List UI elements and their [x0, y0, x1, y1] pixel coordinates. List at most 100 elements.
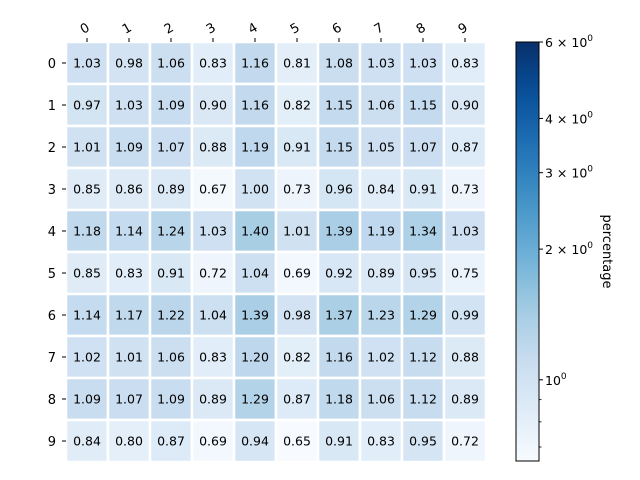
- cell-value-label: 1.09: [157, 98, 185, 113]
- heatmap-cell: [400, 82, 446, 128]
- cell-value-label: 0.91: [283, 140, 311, 155]
- cell-value-label: 1.39: [325, 224, 353, 239]
- y-tick-label: 0: [48, 57, 56, 72]
- cell-value-label: 0.88: [199, 140, 227, 155]
- cell-value-label: 1.03: [199, 224, 227, 239]
- heatmap-cell: [358, 376, 404, 422]
- cell-value-label: 0.69: [199, 434, 227, 449]
- cell-value-label: 1.01: [115, 350, 143, 365]
- cell-value-label: 1.01: [73, 140, 101, 155]
- cell-value-label: 1.06: [367, 392, 395, 407]
- cell-value-label: 0.69: [283, 266, 311, 281]
- cell-value-label: 0.98: [283, 308, 311, 323]
- cell-value-label: 1.24: [157, 224, 185, 239]
- cell-value-label: 0.73: [451, 182, 479, 197]
- cell-value-label: 0.80: [115, 434, 143, 449]
- heatmap-cell: [106, 334, 152, 380]
- cell-value-label: 1.16: [241, 56, 269, 71]
- cell-value-label: 1.17: [115, 308, 143, 323]
- y-tick-label: 3: [48, 183, 56, 198]
- cell-value-label: 0.83: [115, 266, 143, 281]
- heatmap-cell: [358, 40, 404, 86]
- cell-value-label: 0.90: [199, 98, 227, 113]
- cell-value-label: 0.87: [451, 140, 479, 155]
- cell-value-label: 1.07: [409, 140, 437, 155]
- cell-value-label: 1.15: [409, 98, 437, 113]
- colorbar: 100 2 × 100 3 × 100 4 × 100 6 × 100 percentag…: [515, 34, 614, 462]
- heatmap-cell: [106, 376, 152, 422]
- cell-value-label: 1.03: [367, 56, 395, 71]
- y-tick-label: 4: [48, 225, 56, 240]
- heatmap-cell: [316, 418, 362, 464]
- cell-value-label: 0.72: [451, 434, 479, 449]
- heatmap-cell: [442, 124, 488, 170]
- cell-value-label: 1.03: [73, 56, 101, 71]
- heatmap-cell: [148, 124, 194, 170]
- x-tick-label: 9: [456, 20, 471, 37]
- heatmap-cell: [442, 292, 488, 338]
- y-tick-label: 7: [48, 351, 56, 366]
- cell-value-label: 0.67: [199, 182, 227, 197]
- y-tick-label: 6: [48, 309, 56, 324]
- cell-value-label: 1.19: [241, 140, 269, 155]
- colorbar-gradient: [515, 41, 540, 462]
- cell-value-label: 1.09: [115, 140, 143, 155]
- cell-value-label: 0.97: [73, 98, 101, 113]
- cell-value-label: 1.22: [157, 308, 185, 323]
- heatmap-cells: [64, 40, 488, 464]
- colorbar-tick-label: 3 × 100: [545, 165, 593, 181]
- cell-value-label: 0.89: [199, 392, 227, 407]
- cell-value-label: 1.09: [73, 392, 101, 407]
- cell-value-label: 0.96: [325, 182, 353, 197]
- x-tick-label: 4: [246, 20, 261, 37]
- cell-value-label: 0.88: [451, 350, 479, 365]
- heatmap-cell: [190, 250, 236, 296]
- cell-value-label: 1.39: [241, 308, 269, 323]
- cell-value-label: 0.92: [325, 266, 353, 281]
- cell-value-label: 0.84: [73, 434, 101, 449]
- cell-value-label: 1.06: [367, 98, 395, 113]
- x-tick-label: 1: [120, 20, 135, 37]
- cell-value-label: 1.05: [367, 140, 395, 155]
- cell-value-label: 0.82: [283, 98, 311, 113]
- heatmap-cell: [316, 334, 362, 380]
- heatmap-cell: [316, 82, 362, 128]
- cell-value-label: 1.29: [241, 392, 269, 407]
- heatmap-cell: [400, 376, 446, 422]
- y-tick-label: 8: [48, 393, 56, 408]
- x-tick-label: 6: [330, 20, 345, 37]
- heatmap-cell: [358, 208, 404, 254]
- heatmap-cell: [274, 82, 320, 128]
- cell-value-label: 1.14: [115, 224, 143, 239]
- x-axis-ticks: 0 1 2 3 4 5 6 7 8 9: [78, 20, 471, 42]
- cell-value-label: 1.00: [241, 182, 269, 197]
- cell-value-label: 0.91: [409, 182, 437, 197]
- heatmap-cell: [400, 292, 446, 338]
- cell-value-label: 0.83: [199, 56, 227, 71]
- cell-value-label: 0.72: [199, 266, 227, 281]
- y-tick-label: 5: [48, 267, 56, 282]
- cell-value-label: 1.15: [325, 140, 353, 155]
- cell-value-label: 1.23: [367, 308, 395, 323]
- cell-value-label: 0.83: [451, 56, 479, 71]
- cell-value-label: 0.81: [283, 56, 311, 71]
- cell-value-label: 1.29: [409, 308, 437, 323]
- colorbar-tick-label: 4 × 100: [545, 110, 593, 126]
- cell-value-label: 1.02: [367, 350, 395, 365]
- cell-value-label: 1.18: [325, 392, 353, 407]
- cell-value-label: 1.12: [409, 392, 437, 407]
- cell-value-label: 0.94: [241, 434, 269, 449]
- cell-value-label: 1.34: [409, 224, 437, 239]
- cell-value-label: 1.04: [199, 308, 227, 323]
- cell-value-label: 0.83: [367, 434, 395, 449]
- heatmap-cell: [442, 376, 488, 422]
- heatmap-cell: [400, 418, 446, 464]
- heatmap-cell: [274, 292, 320, 338]
- cell-value-label: 1.07: [157, 140, 185, 155]
- y-tick-label: 2: [48, 141, 56, 156]
- heatmap-cell: [106, 418, 152, 464]
- heatmap-cell: [442, 82, 488, 128]
- heatmap-cell: [274, 208, 320, 254]
- colorbar-tick-label: 2 × 100: [545, 241, 593, 257]
